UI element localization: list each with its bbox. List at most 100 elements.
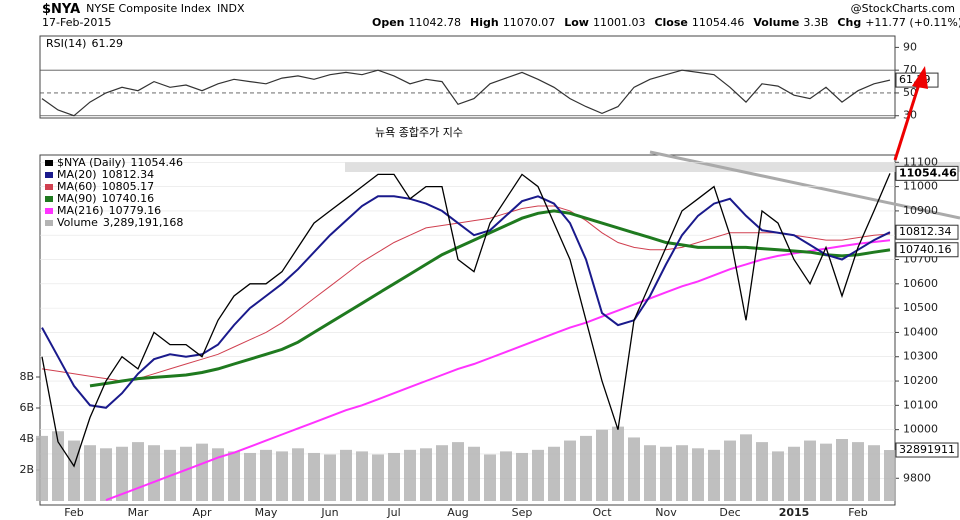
legend-entry: MA(90) 10740.16: [57, 192, 154, 205]
volume-bar: [52, 431, 64, 501]
legend-entry: Volume 3,289,191,168: [57, 216, 183, 229]
y-tick-label: 10400: [903, 325, 938, 338]
x-tick-label: Feb: [64, 506, 83, 519]
volume-bar: [292, 448, 304, 501]
legend-swatch: [45, 208, 53, 214]
stat-label: Close: [654, 16, 687, 29]
volume-bar: [548, 446, 560, 501]
x-tick-label: Mar: [128, 506, 149, 519]
volume-bar: [852, 442, 864, 501]
x-tick-label: May: [255, 506, 278, 519]
credit: @StockCharts.com: [851, 2, 955, 15]
value-tag-box: [895, 224, 959, 240]
y2-tick-label: 2B: [19, 463, 34, 476]
y-tick-label: 10600: [903, 277, 938, 290]
resistance-band: [345, 162, 960, 172]
legend-name: $NYA (Daily): [57, 156, 126, 169]
y-tick-label: 10300: [903, 350, 938, 363]
volume-bar: [884, 450, 896, 501]
stat-value: 11042.78: [409, 16, 462, 29]
volume-bar: [532, 449, 544, 501]
stat-value: +11.77 (+0.11%): [865, 16, 960, 29]
volume-bar: [324, 454, 336, 501]
volume-bar: [868, 445, 880, 501]
volume-bar: [388, 452, 400, 501]
volume-bar: [212, 448, 224, 501]
value-tag: 10812.34: [899, 225, 952, 238]
value-tag-box: [895, 242, 959, 258]
volume-bar: [100, 448, 112, 501]
volume-bar: [740, 434, 752, 501]
y-tick-label: 11000: [903, 180, 938, 193]
stat-label: Chg: [837, 16, 861, 29]
volume-bar: [628, 437, 640, 501]
volume-bar: [196, 443, 208, 501]
value-tag-box: [895, 442, 959, 458]
price-panel: [39, 154, 896, 506]
legend-name: MA(90): [57, 192, 97, 205]
y-tick-label: 11100: [903, 155, 938, 168]
arrow-head: [912, 66, 928, 89]
series-line: [41, 205, 891, 382]
rsi-panel: [39, 35, 896, 119]
legend-entry: MA(60) 10805.17: [57, 180, 154, 193]
stat-value: 11001.03: [593, 16, 646, 29]
volume-bar: [756, 442, 768, 501]
symbol: $NYA: [42, 2, 80, 17]
y2-tick-label: 8B: [19, 370, 34, 383]
volume-bar: [564, 440, 576, 501]
y-tick-label: 10100: [903, 398, 938, 411]
legend-value: 3,289,191,168: [103, 216, 183, 229]
volume-bar: [340, 449, 352, 501]
volume-bar: [516, 452, 528, 501]
volume-bar: [580, 435, 592, 501]
series-line: [105, 239, 891, 502]
volume-bar: [116, 446, 128, 501]
stat-label: Open: [372, 16, 405, 29]
value-tag: 32891911: [899, 443, 955, 456]
legend-swatch: [45, 172, 53, 178]
legend-name: MA(216): [57, 204, 104, 217]
annotation: 뉴욕 종합주가 지수: [375, 126, 463, 139]
x-tick-label: Nov: [655, 506, 677, 519]
rsi-title: RSI(14): [46, 37, 86, 50]
rsi-line: [41, 69, 891, 117]
legend-name: MA(60): [57, 180, 97, 193]
volume-bar: [644, 445, 656, 501]
y-tick-label: 10900: [903, 204, 938, 217]
volume-bar: [132, 442, 144, 501]
volume-bar: [836, 439, 848, 501]
y-tick-label: 10500: [903, 301, 938, 314]
legend-entry: MA(20) 10812.34: [57, 168, 154, 181]
x-tick-label: Oct: [592, 506, 612, 519]
volume-bar: [244, 452, 256, 501]
volume-bar: [660, 446, 672, 501]
volume-bar: [36, 435, 48, 501]
legend-value: 10779.16: [109, 204, 162, 217]
x-tick-label: Jun: [320, 506, 338, 519]
legend-swatch: [45, 196, 53, 202]
rsi-value: 61.29: [91, 37, 123, 50]
x-tick-label: 2015: [779, 506, 810, 519]
trend-line: [649, 150, 960, 220]
y-tick-label: 50: [903, 86, 917, 99]
volume-bar: [692, 448, 704, 501]
volume-bar: [420, 448, 432, 501]
arrow-shaft: [893, 83, 921, 161]
header-left: $NYA NYSE Composite Index INDX: [42, 2, 245, 17]
legend-swatch: [45, 160, 53, 166]
stat-label: High: [470, 16, 499, 29]
volume-bar: [84, 445, 96, 501]
exchange: INDX: [217, 2, 245, 15]
volume-bar: [708, 449, 720, 501]
legend-value: 10805.17: [102, 180, 155, 193]
volume-bar: [356, 451, 368, 501]
volume-bar: [452, 442, 464, 501]
legend-value: 11054.46: [131, 156, 184, 169]
plot: 30507090RSI(14)61.2961.29980099001000010…: [19, 37, 959, 519]
x-tick-label: Jul: [386, 506, 400, 519]
stat-value: 3.3B: [803, 16, 828, 29]
legend-entry: $NYA (Daily) 11054.46: [57, 156, 183, 169]
